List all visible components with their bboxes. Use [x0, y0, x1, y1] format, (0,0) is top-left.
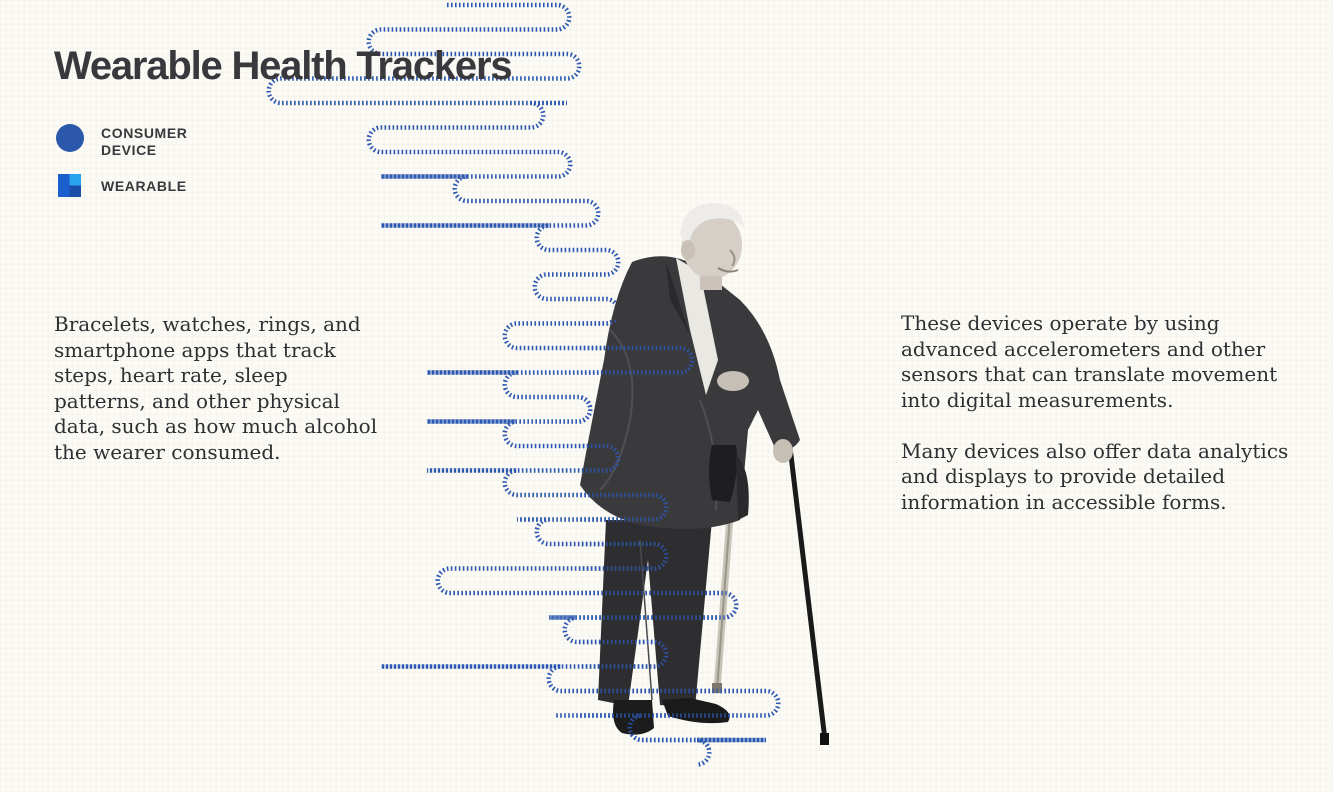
- dotted-wave-path: [266, 2, 781, 767]
- description-block: These devices operate by using advanced …: [901, 311, 1321, 515]
- circle-swatch-icon: [56, 124, 84, 152]
- dotted-wave-line: [266, 2, 781, 767]
- page-title: Wearable Health Trackers: [54, 44, 513, 88]
- description-paragraph-1: These devices operate by using advanced …: [901, 311, 1278, 412]
- description-paragraph-2: Many devices also offer data analytics a…: [901, 438, 1289, 514]
- legend-label: WEARABLE: [101, 178, 187, 194]
- elderly-man-with-cane-image: [580, 203, 829, 745]
- legend-label: CONSUMER DEVICE: [101, 125, 188, 158]
- split-square-swatch-icon: [58, 174, 81, 197]
- intro-paragraph: Bracelets, watches, rings, and smartphon…: [54, 312, 378, 464]
